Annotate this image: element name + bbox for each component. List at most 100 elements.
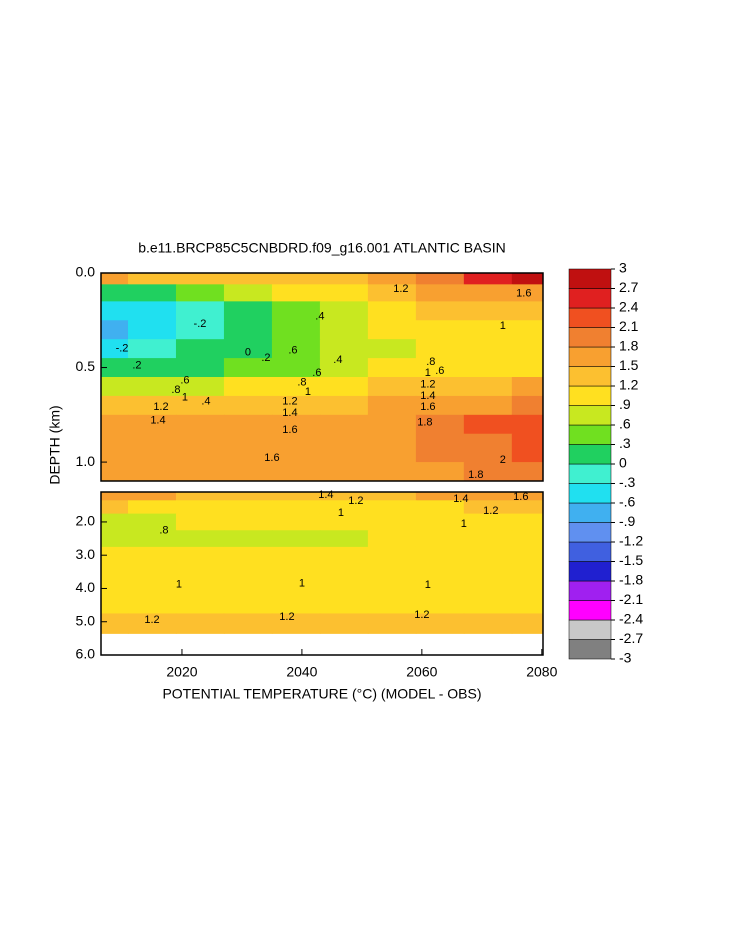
cell	[101, 500, 129, 515]
cell	[175, 284, 225, 302]
colorbar-band	[568, 405, 612, 426]
cell	[319, 358, 369, 378]
contour-label: .2	[132, 360, 141, 372]
colorbar-label: 0	[619, 455, 627, 471]
colorbar-label: -1.8	[619, 572, 643, 588]
cell	[271, 377, 321, 397]
cell	[511, 320, 544, 340]
contour-label: 1.4	[282, 407, 297, 419]
cell	[175, 596, 225, 614]
cell	[223, 273, 273, 285]
contour-label: 1.2	[144, 614, 159, 626]
plot-frame	[100, 272, 544, 482]
cell	[415, 563, 465, 581]
cell	[319, 546, 369, 565]
cell	[127, 395, 177, 416]
cell	[367, 301, 417, 321]
contour-label: 1.4	[150, 414, 165, 426]
cell	[367, 358, 417, 378]
cell	[463, 513, 513, 531]
cell	[271, 513, 321, 531]
contour-label: 2	[500, 454, 506, 466]
contour-label: 1.2	[153, 401, 168, 413]
cell	[271, 580, 321, 598]
cell	[271, 613, 321, 629]
cell	[367, 500, 417, 515]
cell	[319, 395, 369, 416]
colorbar-band	[568, 522, 612, 543]
cell	[101, 301, 129, 321]
contour-label: 1	[425, 579, 431, 591]
cell	[101, 339, 129, 359]
cell	[319, 596, 369, 614]
colorbar-label: -2.1	[619, 591, 643, 607]
cell	[319, 273, 369, 285]
x-tick-label: 2060	[406, 664, 437, 680]
cell	[319, 414, 369, 435]
cell	[271, 530, 321, 548]
cell	[367, 513, 417, 531]
colorbar-label: -1.2	[619, 533, 643, 549]
cell	[463, 377, 513, 397]
cell	[175, 513, 225, 531]
contour-label: 1	[500, 320, 506, 332]
cell	[319, 284, 369, 302]
cell	[101, 580, 129, 598]
contour-label: 1.6	[420, 401, 435, 413]
contour-label: 1.4	[453, 493, 468, 505]
contour-label: .8	[171, 384, 180, 396]
x-tick-label: 2040	[286, 664, 317, 680]
contour-label: 1.8	[468, 469, 483, 481]
cell	[463, 395, 513, 416]
cell	[101, 627, 129, 634]
cell	[367, 563, 417, 581]
cell	[463, 500, 513, 515]
contour-label: .8	[159, 524, 168, 536]
cell	[511, 500, 544, 515]
colorbar-label: .6	[619, 416, 631, 432]
contour-label: .8	[426, 356, 435, 368]
cell	[463, 627, 513, 634]
cell	[319, 513, 369, 531]
cell	[463, 462, 513, 482]
contour-label: 1	[299, 577, 305, 589]
cell	[127, 546, 177, 565]
cell	[463, 339, 513, 359]
cell	[463, 358, 513, 378]
cell	[175, 301, 225, 321]
cell	[175, 395, 225, 416]
y-tick-label: 3.0	[76, 546, 96, 562]
contour-label: 1.6	[516, 288, 531, 300]
cell	[175, 613, 225, 629]
cell	[101, 358, 129, 378]
cell	[175, 414, 225, 435]
contour-label: 1.2	[393, 283, 408, 295]
colorbar-band	[568, 619, 612, 640]
y-tick-label: 0.5	[76, 358, 96, 374]
cell	[415, 546, 465, 565]
y-tick-label: 2.0	[76, 513, 96, 529]
cell	[223, 513, 273, 531]
cell	[271, 627, 321, 634]
cell	[463, 320, 513, 340]
contour-label: .6	[288, 344, 297, 356]
cell	[511, 563, 544, 581]
cell	[101, 284, 129, 302]
colorbar-band	[568, 463, 612, 484]
colorbar-band	[568, 385, 612, 406]
contour-label: .8	[297, 377, 306, 389]
colorbar-label: 1.5	[619, 357, 639, 373]
colorbar-band	[568, 327, 612, 348]
cell	[223, 320, 273, 340]
cell	[101, 563, 129, 581]
colorbar-band	[568, 307, 612, 328]
contour-label: .4	[333, 354, 342, 366]
cell	[463, 563, 513, 581]
cell	[415, 358, 465, 378]
cell	[223, 301, 273, 321]
cell	[175, 500, 225, 515]
cell	[511, 627, 544, 634]
cell	[511, 462, 544, 482]
colorbar-band	[568, 600, 612, 621]
cell	[367, 395, 417, 416]
